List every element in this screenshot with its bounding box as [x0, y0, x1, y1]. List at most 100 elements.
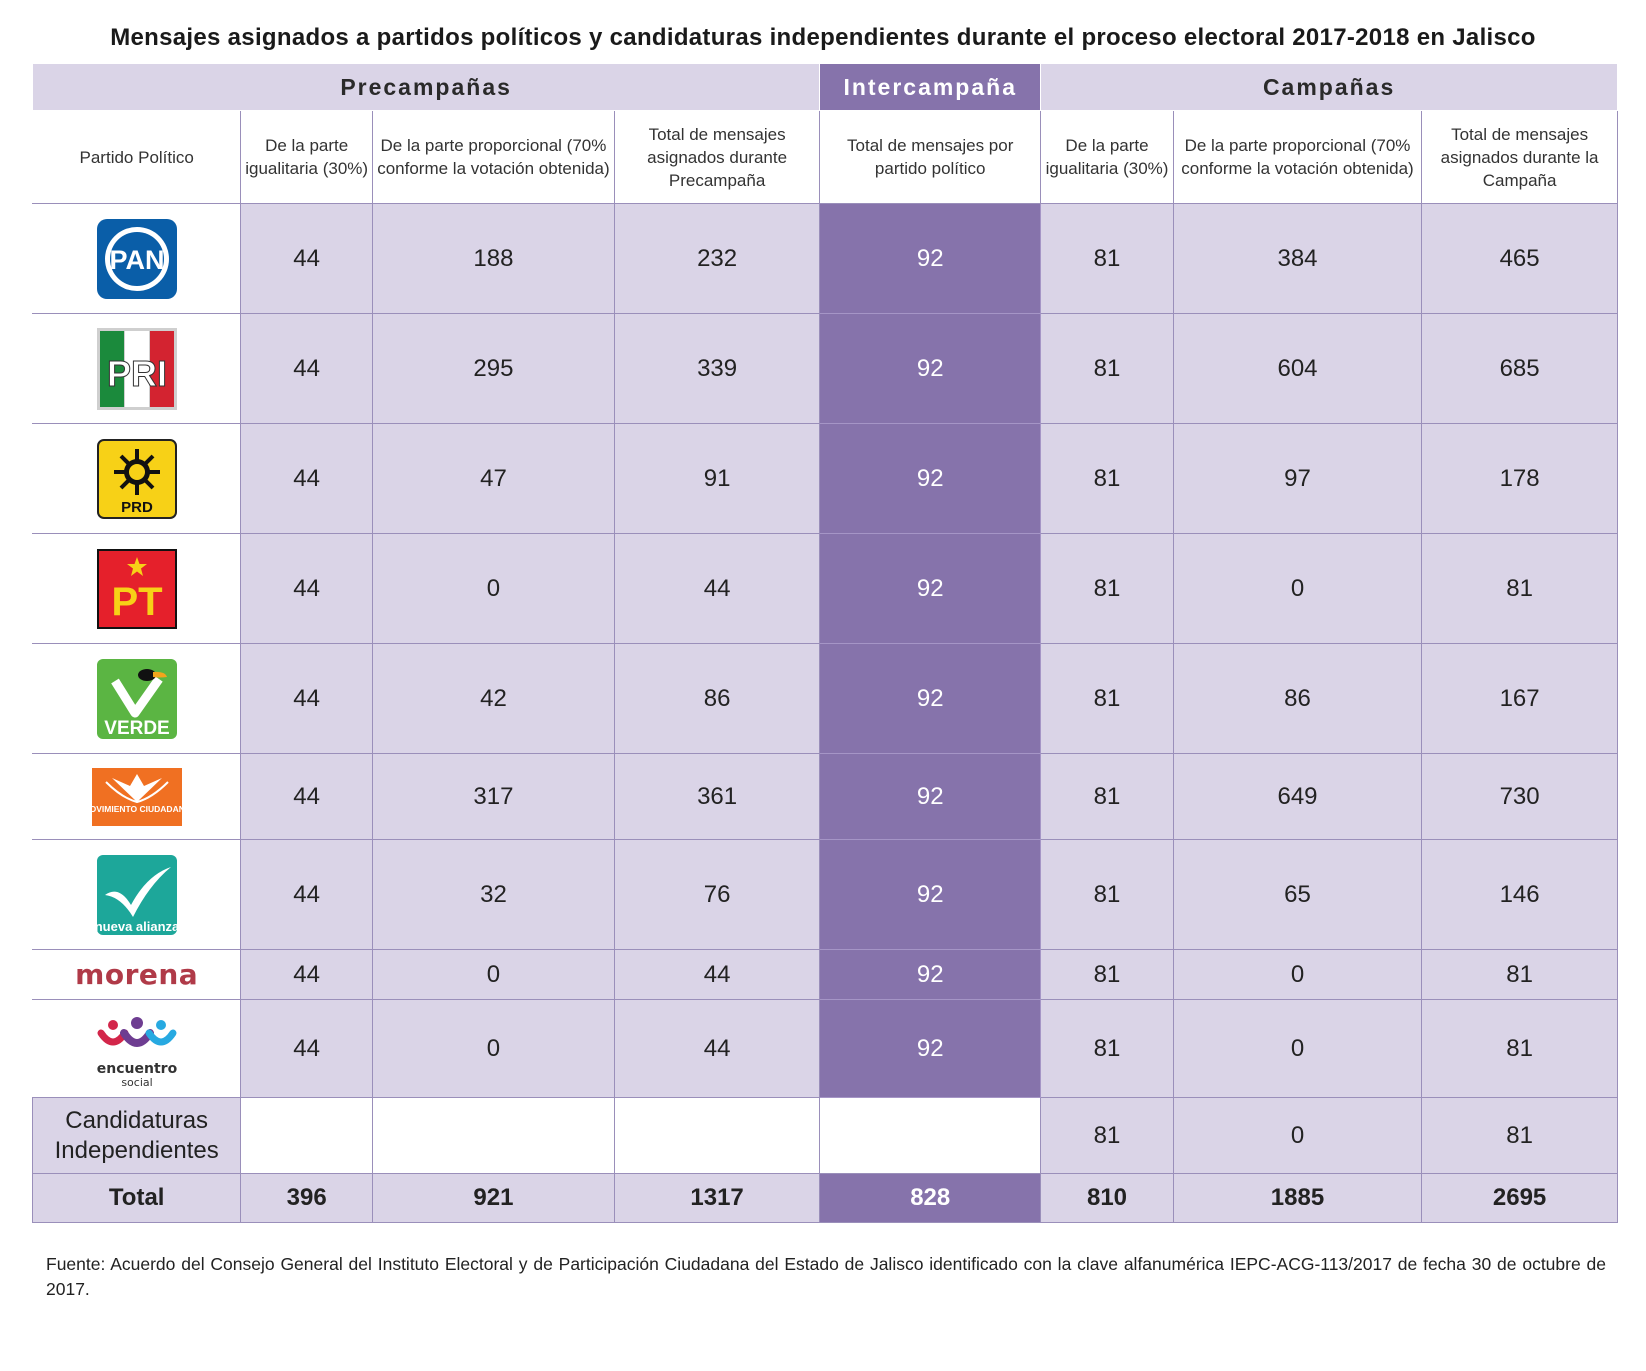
table-cell: 65 — [1172, 839, 1423, 950]
header-partido: Partido Político — [31, 110, 242, 204]
table-row: PRI 44 295 339 92 81 604 685 — [31, 313, 1618, 424]
total-label: Total — [31, 1173, 242, 1223]
verde-logo-text: VERDE — [104, 718, 169, 739]
prd-logo-text: PRD — [121, 499, 153, 516]
page-title: Mensajes asignados a partidos políticos … — [110, 24, 1536, 51]
header-camp-igualitaria: De la parte igualitaria (30%) — [1040, 110, 1174, 204]
table-cell: 44 — [240, 839, 373, 950]
table-cell: 0 — [371, 999, 615, 1098]
party-cell-pri: PRI — [31, 313, 242, 424]
table-cell: 86 — [613, 643, 821, 754]
table-cell: 44 — [240, 999, 373, 1098]
total-cell: 810 — [1040, 1173, 1174, 1223]
header-pre-igualitaria: De la parte igualitaria (30%) — [240, 110, 373, 204]
table-cell: 146 — [1421, 839, 1618, 950]
table-cell: 44 — [613, 949, 821, 1000]
party-cell-movimiento-ciudadano: MOVIMIENTO CIUDADANO — [31, 753, 242, 840]
independientes-row: Candidaturas Independientes 81 0 81 — [31, 1097, 1618, 1174]
table-cell: 178 — [1421, 423, 1618, 534]
pri-logo: PRI — [96, 327, 177, 410]
table-cell: 730 — [1421, 753, 1618, 840]
party-cell-encuentro-social: encuentro social — [31, 999, 242, 1098]
table-row: PAN 44 188 232 92 81 384 465 — [31, 203, 1618, 314]
table-cell: 91 — [613, 423, 821, 534]
table-row: PT 44 0 44 92 81 0 81 — [31, 533, 1618, 644]
table-cell: 384 — [1172, 203, 1423, 314]
table-cell: 339 — [613, 313, 821, 424]
independientes-label: Candidaturas Independientes — [31, 1097, 242, 1174]
morena-logo: morena — [75, 958, 199, 991]
table-cell: 81 — [1040, 643, 1174, 754]
table-cell: 188 — [371, 203, 615, 314]
table-cell: 92 — [819, 839, 1042, 950]
table-cell: 44 — [613, 533, 821, 644]
table-cell: 81 — [1421, 999, 1618, 1098]
table-cell: 44 — [240, 753, 373, 840]
table-cell: 92 — [819, 999, 1042, 1098]
group-intercampana: Intercampaña — [819, 63, 1042, 111]
header-camp-total: Total de mensajes asignados durante la C… — [1421, 110, 1618, 204]
table-cell — [613, 1097, 821, 1174]
nueva-alianza-logo-text: nueva alianza — [97, 919, 177, 934]
table-cell: 92 — [819, 203, 1042, 314]
table-cell: 81 — [1040, 839, 1174, 950]
table-cell: 295 — [371, 313, 615, 424]
table-cell: 0 — [1172, 999, 1423, 1098]
pt-logo: PT — [96, 548, 177, 629]
table-cell: 81 — [1421, 1097, 1618, 1174]
table-cell: 0 — [1172, 949, 1423, 1000]
table-cell: 92 — [819, 643, 1042, 754]
table-cell: 86 — [1172, 643, 1423, 754]
total-row: Total 396 921 1317 828 810 1885 2695 — [31, 1173, 1618, 1223]
source-note: Fuente: Acuerdo del Consejo General del … — [46, 1254, 1606, 1299]
nueva-alianza-logo: nueva alianza — [96, 854, 177, 935]
table-cell: 81 — [1421, 533, 1618, 644]
pan-logo: PAN — [96, 218, 177, 299]
header-pre-total: Total de mensajes asignados durante Prec… — [613, 110, 821, 204]
table-cell: 47 — [371, 423, 615, 534]
table-cell: 361 — [613, 753, 821, 840]
table-cell: 92 — [819, 753, 1042, 840]
encuentro-social-logo: encuentro social — [96, 1016, 177, 1087]
table-cell: 465 — [1421, 203, 1618, 314]
table-cell: 232 — [613, 203, 821, 314]
total-cell: 2695 — [1421, 1173, 1618, 1223]
group-campanas: Campañas — [1040, 63, 1618, 111]
party-cell-nueva-alianza: nueva alianza — [31, 839, 242, 950]
table-row: encuentro social 44 0 44 92 81 0 81 — [31, 999, 1618, 1098]
table-cell: 81 — [1040, 203, 1174, 314]
party-cell-verde: VERDE — [31, 643, 242, 754]
table-cell: 0 — [371, 533, 615, 644]
table-cell: 81 — [1040, 999, 1174, 1098]
table-cell: 81 — [1040, 533, 1174, 644]
total-cell: 828 — [819, 1173, 1042, 1223]
table-row: nueva alianza 44 32 76 92 81 65 146 — [31, 839, 1618, 950]
table-cell: 44 — [240, 949, 373, 1000]
table-cell: 44 — [240, 313, 373, 424]
encuentro-social-logo-subtext: social — [121, 1076, 152, 1087]
table-cell: 685 — [1421, 313, 1618, 424]
encuentro-social-logo-text: encuentro — [96, 1061, 177, 1077]
table-row: morena 44 0 44 92 81 0 81 — [31, 949, 1618, 1000]
table-cell: 44 — [613, 999, 821, 1098]
table-cell: 44 — [240, 423, 373, 534]
table-cell: 81 — [1040, 1097, 1174, 1174]
total-cell: 1885 — [1172, 1173, 1423, 1223]
party-cell-prd: PRD — [31, 423, 242, 534]
header-camp-proporcional: De la parte proporcional (70% conforme l… — [1172, 110, 1423, 204]
table-cell: 81 — [1040, 949, 1174, 1000]
table-row: VERDE 44 42 86 92 81 86 167 — [31, 643, 1618, 754]
header-inter-total: Total de mensajes por partido político — [819, 110, 1042, 204]
party-cell-morena: morena — [31, 949, 242, 1000]
party-cell-pt: PT — [31, 533, 242, 644]
prd-logo: PRD — [96, 438, 177, 519]
table-cell — [240, 1097, 373, 1174]
table-cell: 76 — [613, 839, 821, 950]
movimiento-ciudadano-logo-text: MOVIMIENTO CIUDADANO — [92, 804, 182, 814]
table-cell: 317 — [371, 753, 615, 840]
table-cell: 81 — [1421, 949, 1618, 1000]
table-cell: 604 — [1172, 313, 1423, 424]
header-pre-proporcional: De la parte proporcional (70% conforme l… — [371, 110, 615, 204]
table-cell: 44 — [240, 203, 373, 314]
table-cell: 44 — [240, 643, 373, 754]
